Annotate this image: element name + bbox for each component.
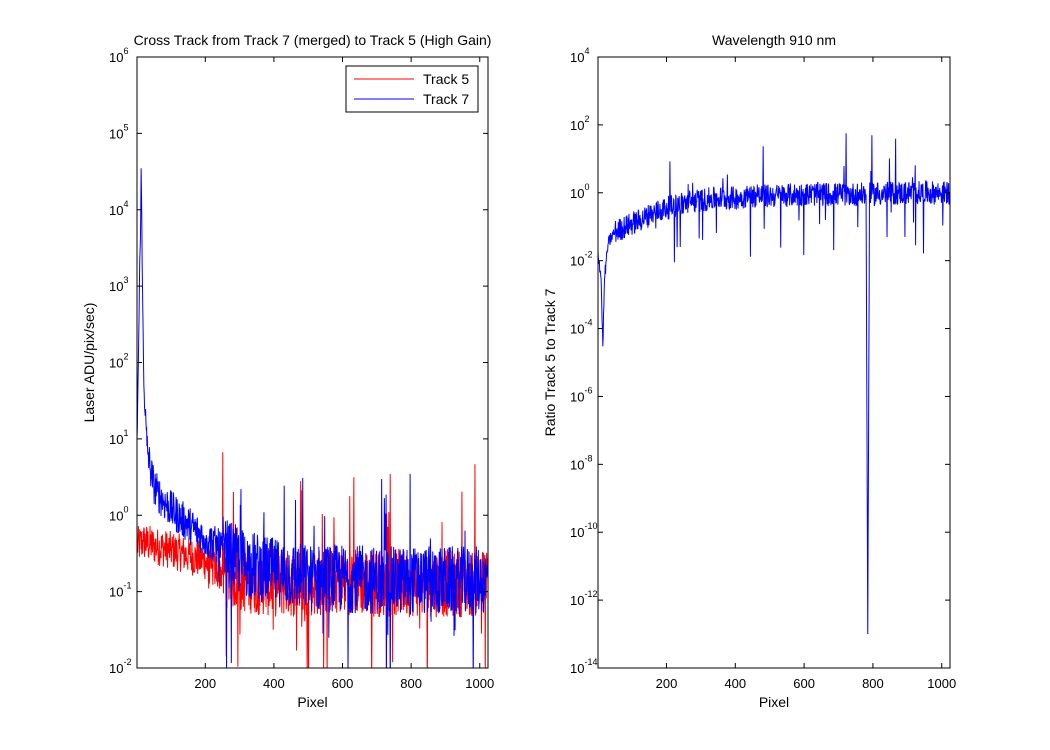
x-tick-label: 1000: [927, 676, 956, 691]
y-tick-label: 10-2: [109, 657, 131, 676]
y-tick-label: 102: [109, 352, 128, 371]
y-axis-label: Laser ADU/pix/sec): [81, 303, 97, 423]
y-tick-label: 10-12: [570, 589, 597, 608]
plot-frame: [597, 56, 951, 669]
y-tick-label: 10-1: [109, 581, 131, 600]
y-tick-label: 100: [109, 504, 128, 523]
chart-title: Cross Track from Track 7 (merged) to Tra…: [134, 32, 492, 48]
y-tick-label: 10-10: [570, 521, 597, 540]
x-axis-label: Pixel: [297, 694, 327, 710]
y-tick-label: 105: [109, 122, 128, 141]
legend-label-1: Track 5: [423, 71, 469, 87]
x-tick-label: 200: [194, 676, 216, 691]
y-axis-label: Ratio Track 5 to Track 7: [542, 288, 558, 436]
chart-2: 200 400 600 800 1000 10-14 10-12 10-10 10-8 10-6 1…: [542, 32, 956, 710]
x-tick-label: 600: [793, 676, 815, 691]
chart-1: 200 400 600 800 1000 10-2 10-1 100 101 102 103 104 1…: [81, 32, 494, 710]
x-tick-label: 400: [724, 676, 746, 691]
x-axis-label: Pixel: [759, 694, 789, 710]
chart-title: Wavelength 910 nm: [712, 32, 836, 48]
legend-label-2: Track 7: [423, 91, 469, 107]
y-tick-label: 10-6: [570, 385, 592, 404]
y-tick-label: 10-8: [570, 453, 592, 472]
y-tick-label: 102: [570, 114, 589, 133]
y-tick-label: 104: [109, 199, 128, 218]
y-tick-label: 100: [570, 182, 589, 201]
legend: Track 5 Track 7: [345, 65, 479, 113]
y-tick-label: 104: [570, 46, 589, 65]
y-tick-label: 10-2: [570, 250, 592, 269]
y-tick-label: 106: [109, 46, 128, 65]
y-tick-label: 10-4: [570, 318, 592, 337]
x-tick-label: 200: [656, 676, 678, 691]
x-tick-label: 800: [400, 676, 422, 691]
x-tick-label: 800: [862, 676, 884, 691]
y-tick-label: 101: [109, 428, 128, 447]
series-line-2: [137, 168, 488, 668]
y-tick-label: 10-14: [570, 657, 597, 676]
legend-box: [345, 65, 479, 113]
x-tick-label: 1000: [465, 676, 494, 691]
series-line-1: [598, 133, 950, 635]
x-tick-label: 400: [263, 676, 285, 691]
x-tick-label: 600: [332, 676, 354, 691]
y-tick-label: 103: [109, 275, 128, 294]
